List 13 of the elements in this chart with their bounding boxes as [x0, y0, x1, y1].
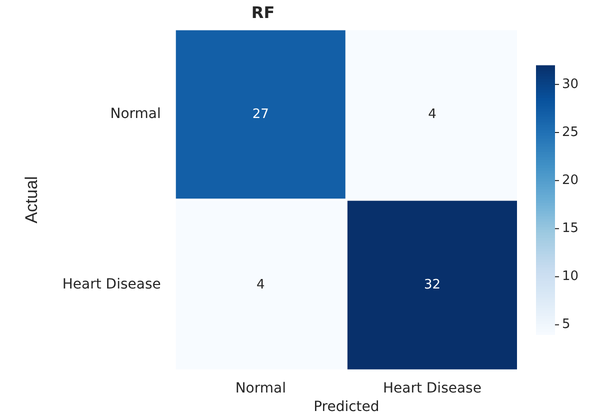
data-label: 4	[256, 277, 265, 292]
data-label: 32	[424, 277, 440, 292]
data-label: 27	[252, 106, 269, 122]
color-bar-label: 15	[562, 221, 579, 236]
color-bar-label: 10	[562, 269, 579, 284]
x-axis-title: Predicted	[314, 399, 380, 416]
chart-title: RF	[251, 2, 275, 22]
data-label: 4	[428, 106, 436, 122]
color-bar-label: 20	[562, 172, 579, 188]
color-bar-label: 25	[562, 124, 579, 140]
color-bar-label: 30	[562, 76, 579, 92]
y-axis-title: Actual	[22, 176, 41, 224]
color-bar-label: 5	[562, 317, 570, 332]
